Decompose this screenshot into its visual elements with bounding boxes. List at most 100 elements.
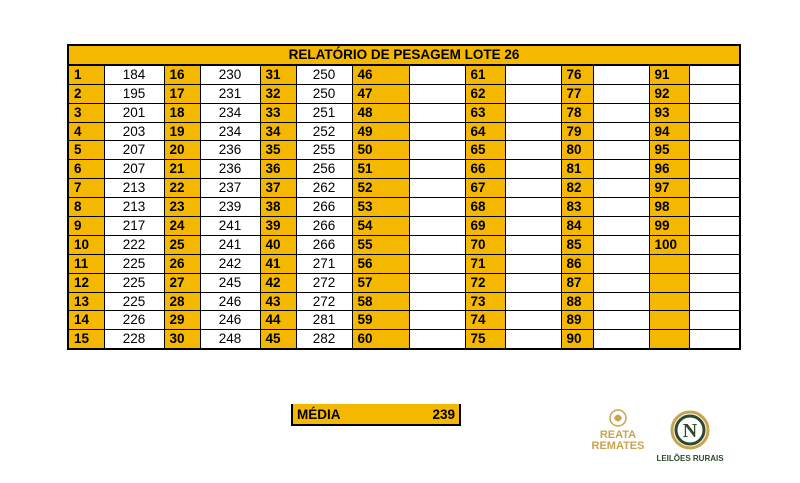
animal-weight: 222	[103, 234, 165, 255]
animal-number: 1	[67, 64, 105, 85]
animal-weight	[504, 234, 562, 255]
animal-weight	[592, 178, 650, 199]
animal-number: 65	[464, 140, 506, 161]
animal-weight: 239	[199, 197, 261, 218]
animal-weight: 225	[103, 253, 165, 274]
animal-number: 13	[67, 291, 105, 312]
animal-weight	[504, 329, 562, 351]
animal-weight	[592, 216, 650, 236]
animal-weight: 256	[295, 159, 353, 180]
animal-number	[648, 310, 690, 331]
animal-weight: 241	[199, 216, 261, 236]
animal-weight	[688, 83, 741, 104]
animal-weight	[504, 310, 562, 331]
animal-weight	[504, 253, 562, 274]
animal-weight	[408, 329, 466, 351]
animal-number: 34	[259, 121, 297, 142]
animal-number	[648, 329, 690, 351]
animal-number: 93	[648, 102, 690, 123]
animal-number: 27	[163, 272, 201, 293]
animal-weight: 236	[199, 140, 261, 161]
animal-weight	[592, 102, 650, 123]
animal-weight	[688, 159, 741, 180]
animal-number: 5	[67, 140, 105, 161]
animal-weight: 246	[199, 310, 261, 331]
animal-weight: 201	[103, 102, 165, 123]
animal-number: 62	[464, 83, 506, 104]
table-row: 11 225 26 242 41 271 56 71 86	[67, 253, 741, 274]
animal-number: 68	[464, 197, 506, 218]
animal-number: 30	[163, 329, 201, 351]
animal-number: 48	[351, 102, 410, 123]
table-row: 12 225 27 245 42 272 57 72 87	[67, 272, 741, 293]
animal-number: 52	[351, 178, 410, 199]
animal-weight: 250	[295, 83, 353, 104]
animal-number: 92	[648, 83, 690, 104]
animal-number: 64	[464, 121, 506, 142]
animal-weight	[592, 140, 650, 161]
report-title: RELATÓRIO DE PESAGEM LOTE 26	[67, 44, 741, 66]
animal-weight	[504, 159, 562, 180]
animal-weight	[504, 272, 562, 293]
animal-number: 84	[560, 216, 594, 236]
animal-number: 72	[464, 272, 506, 293]
table-row: 9 217 24 241 39 266 54 69 84 99	[67, 216, 741, 236]
animal-weight	[408, 102, 466, 123]
reata-emblem-icon	[609, 409, 627, 427]
animal-number: 23	[163, 197, 201, 218]
animal-weight: 217	[103, 216, 165, 236]
animal-weight: 207	[103, 159, 165, 180]
animal-weight	[688, 234, 741, 255]
animal-weight: 236	[199, 159, 261, 180]
animal-number: 31	[259, 64, 297, 85]
animal-weight	[688, 140, 741, 161]
animal-number: 18	[163, 102, 201, 123]
leiloes-rurais-wordmark: LEILÕES RURAIS	[656, 454, 724, 463]
animal-number: 35	[259, 140, 297, 161]
animal-number: 3	[67, 102, 105, 123]
animal-weight: 234	[199, 121, 261, 142]
animal-number: 70	[464, 234, 506, 255]
animal-number: 56	[351, 253, 410, 274]
average-value: 239	[402, 404, 460, 425]
table-row: 10 222 25 241 40 266 55 70 85 100	[67, 234, 741, 255]
average-box: MÉDIA 239	[291, 404, 461, 426]
animal-number: 69	[464, 216, 506, 236]
animal-weight: 272	[295, 291, 353, 312]
animal-number: 54	[351, 216, 410, 236]
table-row: 1 184 16 230 31 250 46 61 76 91	[67, 64, 741, 85]
animal-number: 98	[648, 197, 690, 218]
animal-weight	[408, 197, 466, 218]
animal-number: 10	[67, 234, 105, 255]
animal-number: 7	[67, 178, 105, 199]
animal-number: 75	[464, 329, 506, 351]
average-label: MÉDIA	[292, 404, 402, 425]
reata-remates-logo: REATA REMATES	[588, 408, 648, 468]
animal-number: 36	[259, 159, 297, 180]
animal-weight: 225	[103, 291, 165, 312]
animal-number: 55	[351, 234, 410, 255]
table-row: 13 225 28 246 43 272 58 73 88	[67, 291, 741, 312]
animal-number: 61	[464, 64, 506, 85]
animal-weight	[408, 121, 466, 142]
animal-weight	[408, 310, 466, 331]
reata-remates-wordmark: REATA REMATES	[591, 429, 645, 452]
table-row: 5 207 20 236 35 255 50 65 80 95	[67, 140, 741, 161]
animal-weight	[688, 197, 741, 218]
table-row: 2 195 17 231 32 250 47 62 77 92	[67, 83, 741, 104]
animal-weight	[592, 291, 650, 312]
animal-number: 59	[351, 310, 410, 331]
animal-weight	[504, 140, 562, 161]
animal-weight: 250	[295, 64, 353, 85]
table-row: 7 213 22 237 37 262 52 67 82 97	[67, 178, 741, 199]
animal-number: 38	[259, 197, 297, 218]
animal-weight: 282	[295, 329, 353, 351]
animal-weight	[592, 83, 650, 104]
animal-number: 44	[259, 310, 297, 331]
animal-number: 73	[464, 291, 506, 312]
animal-weight	[592, 121, 650, 142]
animal-number: 46	[351, 64, 410, 85]
animal-weight	[688, 272, 741, 293]
animal-weight	[408, 272, 466, 293]
animal-weight	[592, 64, 650, 85]
